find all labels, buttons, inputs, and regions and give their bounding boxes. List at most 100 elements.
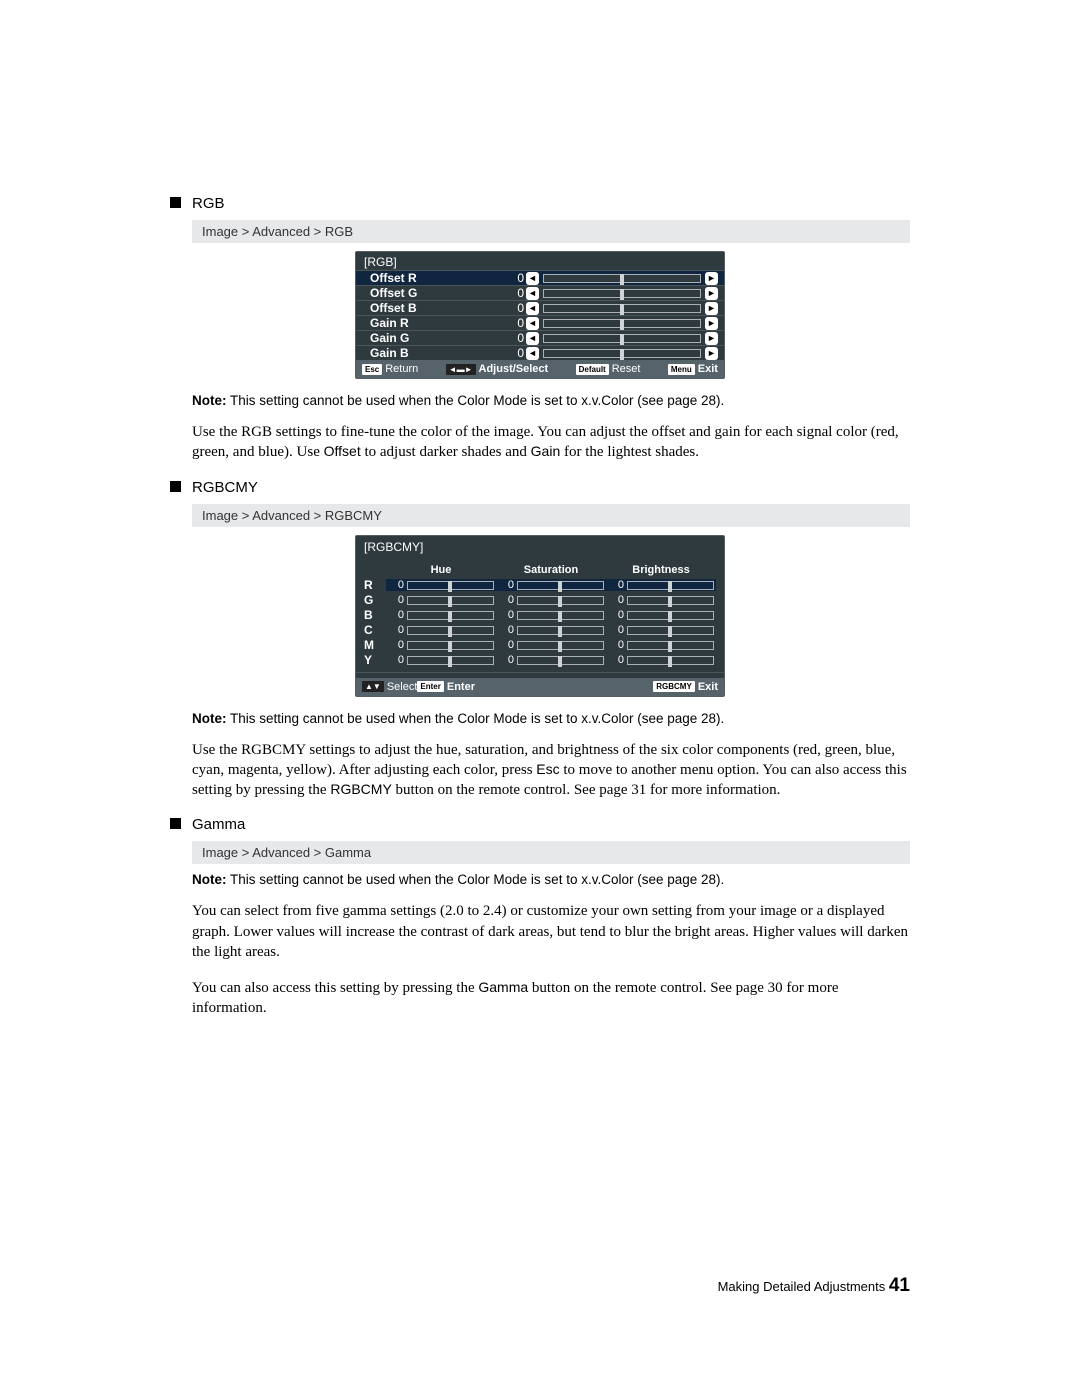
slider-track[interactable] xyxy=(517,641,604,650)
slider-track[interactable] xyxy=(517,626,604,635)
rgb-slider-row[interactable]: Gain G0◄► xyxy=(356,330,724,345)
arrow-left-icon[interactable]: ◄ xyxy=(526,272,539,285)
rgbcmy-cell[interactable]: 0 xyxy=(606,609,716,621)
slider-track[interactable] xyxy=(627,656,714,665)
slider-track[interactable] xyxy=(517,596,604,605)
rgb-row-label: Gain R xyxy=(362,316,500,330)
rgbcmy-row-label: B xyxy=(364,608,386,622)
arrow-left-icon[interactable]: ◄ xyxy=(526,287,539,300)
arrow-left-icon[interactable]: ◄ xyxy=(526,332,539,345)
rgb-heading: RGB xyxy=(170,195,910,212)
slider-track[interactable] xyxy=(517,611,604,620)
slider-track[interactable] xyxy=(543,334,701,343)
slider-track[interactable] xyxy=(627,611,714,620)
rgbcmy-row[interactable]: B000 xyxy=(356,608,724,623)
cell-value: 0 xyxy=(498,579,514,591)
note-text: This setting cannot be used when the Col… xyxy=(227,393,725,408)
slider-track[interactable] xyxy=(407,611,494,620)
rgbcmy-cell[interactable]: 0 xyxy=(496,624,606,636)
arrow-right-icon[interactable]: ► xyxy=(705,272,718,285)
cell-value: 0 xyxy=(608,639,624,651)
arrow-left-icon[interactable]: ◄ xyxy=(526,302,539,315)
arrow-right-icon[interactable]: ► xyxy=(705,332,718,345)
rgb-osd-title: [RGB] xyxy=(356,252,724,270)
rgbcmy-row[interactable]: R000 xyxy=(356,578,724,593)
rgbcmy-cell[interactable]: 0 xyxy=(496,639,606,651)
rgbcmy-cell[interactable]: 0 xyxy=(606,579,716,591)
rgb-note: Note: This setting cannot be used when t… xyxy=(192,393,910,408)
rgbcmy-cell[interactable]: 0 xyxy=(386,624,496,636)
rgbcmy-osd-header: Hue Saturation Brightness xyxy=(356,556,724,578)
rgbcmy-cell[interactable]: 0 xyxy=(496,654,606,666)
rgbcmy-cell[interactable]: 0 xyxy=(386,654,496,666)
enter-label: Enter xyxy=(447,681,475,693)
rgb-slider-row[interactable]: Gain R0◄ ► xyxy=(356,315,724,330)
rgbcmy-cell[interactable]: 0 xyxy=(496,609,606,621)
rgb-row-value: 0 xyxy=(500,316,524,330)
slider-track[interactable] xyxy=(543,289,701,298)
rgbcmy-cell[interactable]: 0 xyxy=(386,594,496,606)
rgbcmy-cell[interactable]: 0 xyxy=(386,609,496,621)
rgb-row-label: Offset B xyxy=(362,301,500,315)
rgb-row-value: 0 xyxy=(500,346,524,360)
arrow-right-icon[interactable]: ► xyxy=(705,302,718,315)
rgb-row-value: 0 xyxy=(500,271,524,285)
cell-value: 0 xyxy=(388,654,404,666)
rgbcmy-row[interactable]: G000 xyxy=(356,593,724,608)
slider-track[interactable] xyxy=(627,641,714,650)
cell-value: 0 xyxy=(608,579,624,591)
rgb-body: Use the RGB settings to fine-tune the co… xyxy=(192,422,910,463)
default-label: Reset xyxy=(612,363,641,375)
col-hue: Hue xyxy=(386,564,496,576)
rgb-row-value: 0 xyxy=(500,301,524,315)
menu-label: Exit xyxy=(698,363,718,375)
rgb-slider-row[interactable]: Offset R0◄► xyxy=(356,270,724,285)
esc-key-icon: Esc xyxy=(362,364,382,375)
default-key-icon: Default xyxy=(576,364,609,375)
rgb-slider-row[interactable]: Offset B0◄ ► xyxy=(356,300,724,315)
slider-track[interactable] xyxy=(627,626,714,635)
rgbcmy-cell[interactable]: 0 xyxy=(386,639,496,651)
arrow-right-icon[interactable]: ► xyxy=(705,317,718,330)
slider-track[interactable] xyxy=(543,349,701,358)
menu-key-icon: Menu xyxy=(668,364,695,375)
arrow-left-icon[interactable]: ◄ xyxy=(526,347,539,360)
slider-track[interactable] xyxy=(407,581,494,590)
slider-track[interactable] xyxy=(407,626,494,635)
cell-value: 0 xyxy=(388,579,404,591)
arrow-right-icon[interactable]: ► xyxy=(705,347,718,360)
cell-value: 0 xyxy=(608,594,624,606)
rgbcmy-cell[interactable]: 0 xyxy=(606,594,716,606)
rgbcmy-cell[interactable]: 0 xyxy=(386,579,496,591)
slider-track[interactable] xyxy=(627,596,714,605)
arrow-right-icon[interactable]: ► xyxy=(705,287,718,300)
rgb-slider-row[interactable]: Gain B0◄► xyxy=(356,345,724,360)
rgb-osd-footer: EscReturn ◄▬►Adjust/Select DefaultReset … xyxy=(356,360,724,378)
slider-track[interactable] xyxy=(543,274,701,283)
rgbcmy-row[interactable]: Y000 xyxy=(356,653,724,668)
slider-track[interactable] xyxy=(627,581,714,590)
arrow-left-icon[interactable]: ◄ xyxy=(526,317,539,330)
rgbcmy-row-label: G xyxy=(364,593,386,607)
slider-track[interactable] xyxy=(517,656,604,665)
col-saturation: Saturation xyxy=(496,564,606,576)
slider-track[interactable] xyxy=(407,656,494,665)
rgb-slider-row[interactable]: Offset G0◄► xyxy=(356,285,724,300)
slider-track[interactable] xyxy=(517,581,604,590)
rgb-row-label: Offset G xyxy=(362,286,500,300)
page-footer: Making Detailed Adjustments 41 xyxy=(718,1275,910,1297)
rgbcmy-cell[interactable]: 0 xyxy=(496,594,606,606)
slider-track[interactable] xyxy=(407,641,494,650)
rgbcmy-cell[interactable]: 0 xyxy=(606,654,716,666)
rgbcmy-cell[interactable]: 0 xyxy=(606,624,716,636)
rgbcmy-row[interactable]: M000 xyxy=(356,638,724,653)
slider-track[interactable] xyxy=(543,319,701,328)
rgbcmy-cell[interactable]: 0 xyxy=(606,639,716,651)
adjust-key-icon: ◄▬► xyxy=(446,364,476,375)
rgbcmy-cell[interactable]: 0 xyxy=(496,579,606,591)
slider-track[interactable] xyxy=(543,304,701,313)
rgbcmy-row[interactable]: C000 xyxy=(356,623,724,638)
gamma-body-2: You can also access this setting by pres… xyxy=(192,978,910,1019)
slider-track[interactable] xyxy=(407,596,494,605)
esc-label: Return xyxy=(385,363,418,375)
